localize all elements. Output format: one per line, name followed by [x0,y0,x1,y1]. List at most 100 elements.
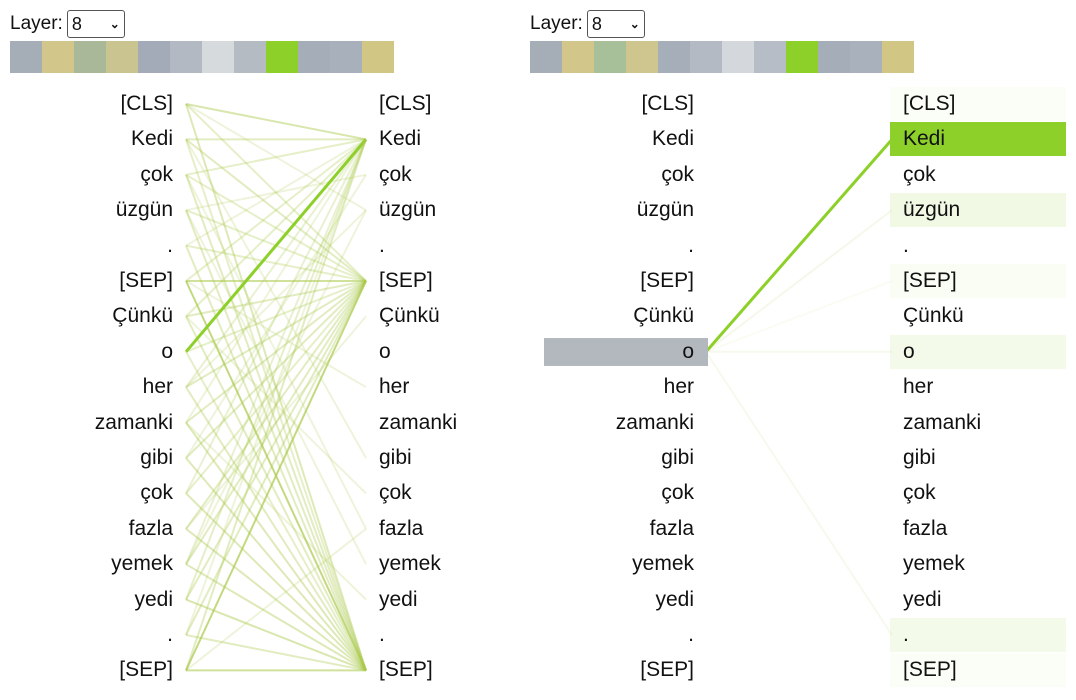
source-token[interactable]: yedi [134,587,173,611]
source-token[interactable]: [CLS] [641,92,694,115]
attention-head-swatch[interactable] [562,41,594,73]
target-token[interactable]: fazla [379,516,424,540]
source-token[interactable]: üzgün [636,198,694,222]
source-token[interactable]: [SEP] [640,658,694,682]
source-token[interactable]: zamanki [615,410,694,434]
source-token[interactable]: yemek [111,552,173,576]
source-token[interactable]: çok [140,481,173,505]
attention-head-swatch[interactable] [530,41,562,73]
source-token[interactable]: [SEP] [119,269,173,292]
layer-select[interactable]: 8 ⌄ [586,10,645,38]
source-token[interactable]: her [142,375,173,399]
target-token[interactable]: [SEP] [379,658,433,682]
target-token[interactable]: Kedi [903,127,946,151]
target-token[interactable]: . [903,233,909,257]
target-token[interactable]: Çünkü [903,304,964,328]
layer-select-value: 8 [591,13,602,34]
attention-head-swatch[interactable] [234,41,266,73]
source-token[interactable]: çok [140,162,173,186]
target-token[interactable]: her [379,375,410,399]
attention-head-swatch[interactable] [298,41,330,73]
source-token[interactable]: yemek [632,552,694,576]
source-token[interactable]: Çünkü [633,304,694,328]
target-token[interactable]: . [379,623,385,646]
attention-head-swatch[interactable] [658,41,690,73]
target-token[interactable]: gibi [379,446,412,469]
source-token[interactable]: gibi [140,446,173,469]
target-token[interactable]: yedi [379,587,418,611]
target-token[interactable]: . [903,623,909,646]
attention-head-swatch[interactable] [786,41,818,73]
source-token[interactable]: . [167,623,173,646]
attention-head-swatch[interactable] [74,41,106,73]
attention-head-swatch[interactable] [362,41,394,73]
attention-head-swatch[interactable] [626,41,658,73]
source-token[interactable]: [SEP] [119,658,173,682]
attention-line [185,139,367,600]
target-token[interactable]: [CLS] [903,92,956,115]
target-token[interactable]: [SEP] [903,269,957,292]
source-token[interactable]: [CLS] [120,92,173,115]
source-token[interactable]: fazla [128,516,173,540]
source-token[interactable]: . [688,233,694,257]
attention-head-swatch[interactable] [882,41,914,73]
target-token[interactable]: yemek [379,552,441,576]
target-token[interactable]: her [903,375,934,399]
target-token[interactable]: o [903,339,915,363]
attention-line [185,209,367,671]
source-token[interactable]: Kedi [130,127,173,151]
target-token[interactable]: yedi [903,587,942,611]
source-token[interactable]: çok [661,162,694,186]
layer-select[interactable]: 8 ⌄ [66,10,125,38]
attention-head-swatch[interactable] [594,41,626,73]
attention-head-swatch[interactable] [202,41,234,73]
source-token[interactable]: Kedi [651,127,694,151]
target-token[interactable]: yemek [903,552,965,576]
source-token[interactable]: [SEP] [640,269,694,292]
target-token[interactable]: [CLS] [379,92,432,115]
source-token[interactable]: gibi [661,446,694,469]
source-token[interactable]: . [167,233,173,257]
attention-line [185,280,367,671]
target-token[interactable]: zamanki [903,410,982,434]
target-token[interactable]: . [379,233,385,257]
source-token[interactable]: . [688,623,694,646]
attention-head-swatch[interactable] [138,41,170,73]
attention-head-swatch[interactable] [10,41,42,73]
attention-head-swatch[interactable] [690,41,722,73]
source-token[interactable]: üzgün [115,198,173,222]
target-token[interactable]: çok [379,481,412,505]
target-token[interactable]: fazla [903,516,948,540]
source-token-selected[interactable]: o [544,337,708,366]
attention-head-swatch[interactable] [722,41,754,73]
source-token[interactable]: yedi [655,587,694,611]
attention-head-swatch[interactable] [170,41,202,73]
attention-head-swatch[interactable] [850,41,882,73]
attention-head-swatch[interactable] [754,41,786,73]
target-token[interactable]: zamanki [379,410,458,434]
attention-head-swatch[interactable] [42,41,74,73]
source-token[interactable]: çok [661,481,694,505]
target-token[interactable]: çok [903,162,936,186]
target-token[interactable]: Kedi [379,127,422,151]
target-token[interactable]: Çünkü [379,304,440,328]
attention-head-swatch[interactable] [330,41,362,73]
attention-line [185,492,367,672]
attention-head-swatch[interactable] [106,41,138,73]
target-token[interactable]: o [379,339,391,363]
target-token[interactable]: [SEP] [903,658,957,682]
source-token[interactable]: fazla [649,516,694,540]
source-token[interactable]: Çünkü [112,304,173,328]
target-token[interactable]: gibi [903,446,936,469]
source-token[interactable]: o [161,339,173,363]
attention-head-swatch[interactable] [818,41,850,73]
target-token[interactable]: çok [903,481,936,505]
source-token[interactable]: zamanki [94,410,173,434]
source-token[interactable]: her [663,375,694,399]
target-token[interactable]: çok [379,162,412,186]
attention-line [185,280,367,318]
target-token[interactable]: [SEP] [379,269,433,292]
target-token[interactable]: üzgün [903,198,961,222]
attention-head-swatch[interactable] [266,41,298,73]
target-token[interactable]: üzgün [379,198,437,222]
